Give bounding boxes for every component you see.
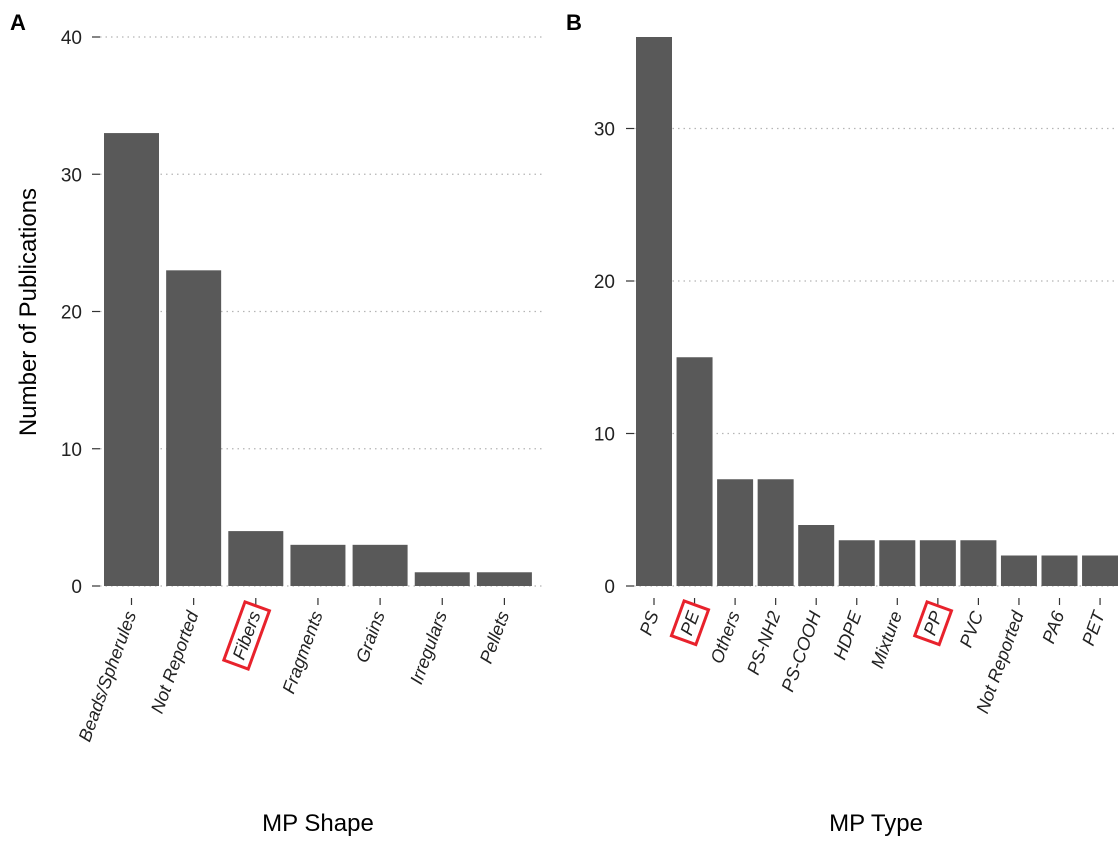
panel-b-y-axis: 0 10 20 30 (594, 120, 634, 598)
panel-a-category-label: Beads/Spherules (75, 609, 141, 745)
panel-a-bar (476, 572, 532, 586)
panel-b-y-tick-label: 10 (594, 425, 615, 446)
panel-b-bar (1041, 555, 1078, 586)
panel-a-category-label: Irregulars (406, 609, 451, 687)
panel-b-y-tick-label: 0 (604, 577, 615, 598)
panel-b-highlight-box (669, 599, 711, 647)
panel-a: A 0 10 20 30 40 Beads/Spherules Not Reported F… (10, 10, 542, 837)
panel-b-bar (960, 540, 997, 586)
panel-a-highlight-box (221, 599, 272, 671)
panel-a-x-axis: Beads/Spherules Not Reported Fibers Fragmen… (75, 598, 513, 745)
panel-a-bar (290, 544, 346, 586)
panel-b-y-tick-label: 30 (594, 120, 615, 141)
panel-a-category-group: Not Reported (147, 608, 203, 716)
panel-b-bar (798, 525, 835, 586)
panel-b-bar (636, 37, 672, 586)
panel-b-bars (636, 37, 1118, 586)
panel-b-category-label: Others (707, 609, 744, 667)
panel-b-category-group: PS (636, 609, 663, 638)
panel-b-bar (757, 479, 794, 586)
panel-b-category-label: Mixture (867, 609, 906, 671)
panel-a-category-label: Grains (352, 609, 389, 666)
panel-b-highlight-box (912, 599, 954, 647)
panel-a-category-label: Fragments (278, 609, 326, 697)
panel-a-bars (104, 133, 532, 586)
panel-b-grid (634, 127, 1118, 587)
panel-a-category-label: Not Reported (147, 608, 203, 716)
panel-a-letter: A (10, 10, 26, 35)
panel-b-bar (676, 357, 713, 586)
panel-b-bar (919, 540, 956, 586)
panel-a-y-tick-label: 40 (61, 28, 82, 49)
panel-b-bar (1082, 555, 1118, 586)
panel-b-category-label: PA6 (1038, 608, 1068, 646)
panel-a-y-axis: 0 10 20 30 40 (61, 28, 100, 598)
panel-a-y-tick-label: 30 (61, 165, 82, 186)
panel-a-bar (104, 133, 159, 586)
panel-a-category-group: Fibers (221, 599, 272, 671)
panel-a-category-group: Pellets (476, 609, 513, 667)
panel-b-category-label: PS-NH2 (743, 609, 784, 678)
panel-b-category-group: Others (707, 609, 744, 667)
panel-a-bar (352, 544, 408, 586)
panel-b-bar (717, 479, 754, 586)
panel-b-category-group: PP (912, 599, 954, 647)
panel-b-category-label: PVC (956, 608, 988, 651)
panel-b-category-label: PS (636, 609, 663, 638)
panel-b-category-group: PET (1078, 607, 1109, 649)
panel-b-bar (879, 540, 916, 586)
panel-a-category-group: Fragments (278, 609, 326, 697)
panel-b-category-label: HDPE (830, 608, 866, 663)
panel-b-category-group: Mixture (867, 609, 906, 671)
panel-a-y-tick-label: 20 (61, 303, 82, 324)
panel-b-y-tick-label: 20 (594, 272, 615, 293)
panel-b-category-group: PS-COOH (777, 608, 825, 695)
panel-a-y-axis-title: Number of Publications (15, 188, 42, 436)
panel-b-bar (838, 540, 875, 586)
panel-b-letter: B (566, 10, 582, 35)
panel-a-category-group: Grains (352, 609, 389, 666)
panel-b-category-group: PVC (956, 608, 988, 651)
panel-a-category-group: Beads/Spherules (75, 609, 141, 745)
panel-b-x-axis-title: MP Type (829, 810, 923, 837)
panel-a-category-label: Pellets (476, 609, 513, 667)
panel-a-category-group: Irregulars (406, 609, 451, 687)
panel-a-y-tick-label: 0 (71, 577, 82, 598)
panel-b-category-label: PS-COOH (777, 608, 825, 695)
panel-b-category-group: HDPE (830, 608, 866, 663)
panel-b-bar (1000, 555, 1037, 586)
panel-a-bar (414, 572, 470, 586)
panel-b-category-label: PET (1078, 607, 1109, 649)
panel-a-bar (166, 270, 222, 586)
panel-b-category-group: PE (669, 599, 711, 647)
panel-a-y-tick-label: 10 (61, 440, 82, 461)
panel-b-category-group: PS-NH2 (743, 609, 784, 678)
panel-a-bar (228, 531, 284, 586)
panel-b-category-group: PA6 (1038, 608, 1068, 646)
panel-a-x-axis-title: MP Shape (262, 810, 374, 837)
